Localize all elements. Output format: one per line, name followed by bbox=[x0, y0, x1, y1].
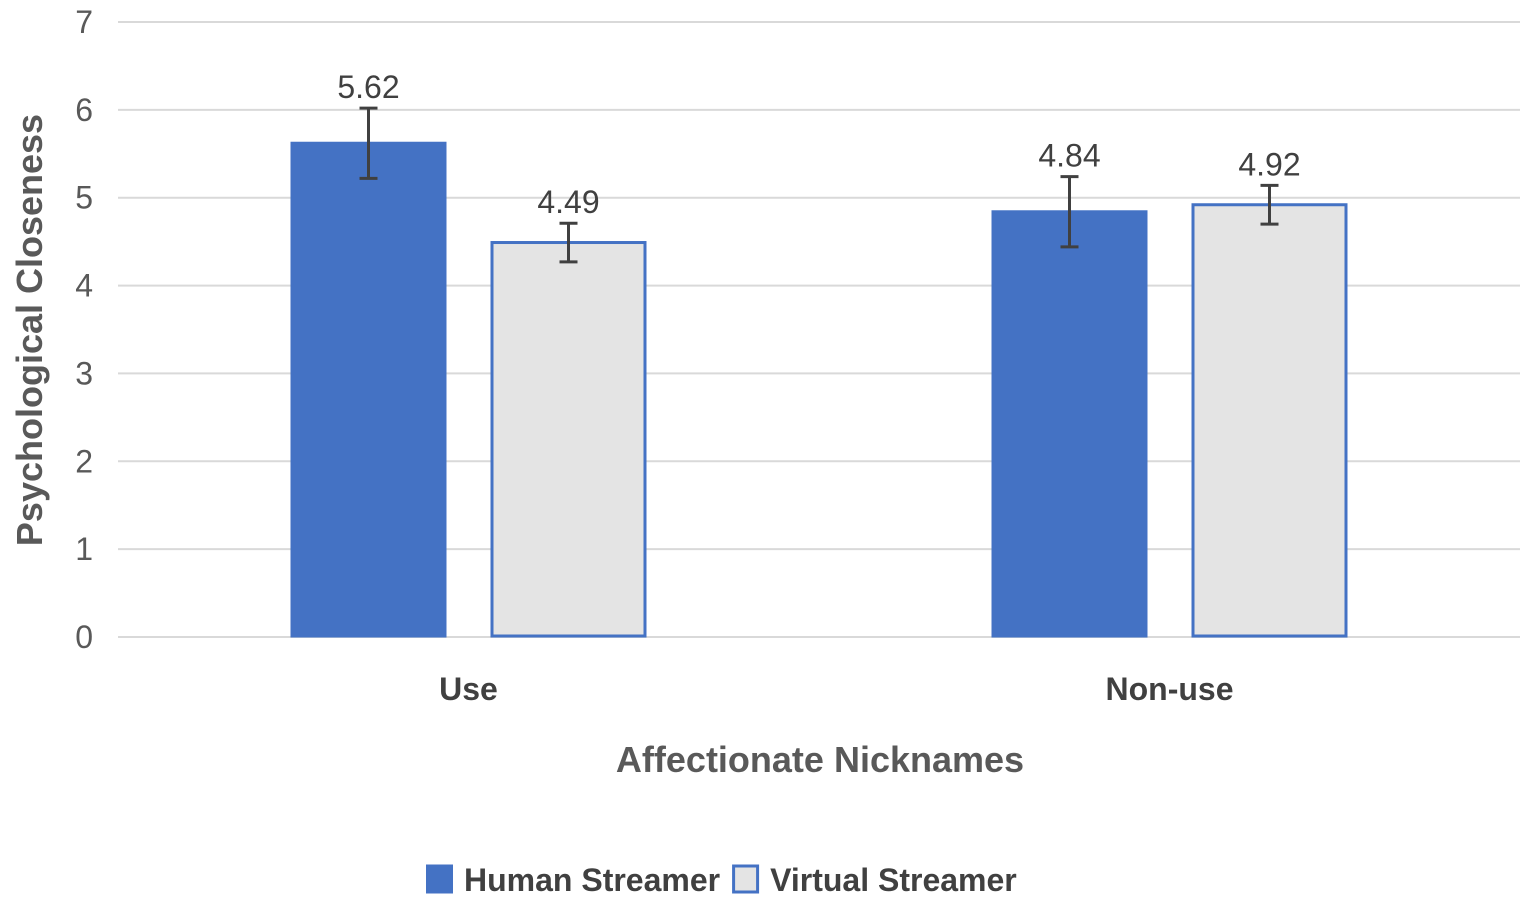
bar-human-non-use bbox=[991, 210, 1148, 638]
data-label: 4.84 bbox=[1038, 138, 1100, 174]
bars bbox=[290, 141, 1348, 638]
x-category-label: Non-use bbox=[1106, 671, 1234, 707]
error-bar bbox=[1060, 175, 1079, 249]
y-tick-label: 2 bbox=[75, 443, 93, 479]
x-category-label: Use bbox=[439, 671, 498, 707]
bar-virtual-use bbox=[490, 241, 647, 638]
legend-label: Human Streamer bbox=[464, 862, 720, 898]
legend-swatch bbox=[732, 864, 760, 894]
y-tick-label: 6 bbox=[75, 92, 93, 128]
data-labels: 5.62 4.49 4.84 4.92 bbox=[337, 69, 1300, 220]
y-tick-label: 4 bbox=[75, 268, 93, 304]
y-tick-label: 7 bbox=[75, 4, 93, 40]
y-tick-label: 0 bbox=[75, 619, 93, 655]
data-label: 4.49 bbox=[537, 184, 599, 220]
y-tick-label: 3 bbox=[75, 355, 93, 391]
legend-item-virtual: Virtual Streamer bbox=[732, 862, 1017, 898]
legend-item-human: Human Streamer bbox=[426, 862, 720, 898]
y-axis-title: Psychological Closeness bbox=[9, 114, 50, 546]
data-label: 5.62 bbox=[337, 69, 399, 105]
legend-label: Virtual Streamer bbox=[770, 862, 1017, 898]
error-bar bbox=[559, 221, 578, 264]
legend-swatch bbox=[426, 864, 453, 894]
error-bar bbox=[1260, 183, 1279, 226]
y-tick-label: 1 bbox=[75, 531, 93, 567]
legend: Human Streamer Virtual Streamer bbox=[426, 862, 1017, 898]
x-axis-title: Affectionate Nicknames bbox=[616, 739, 1024, 780]
x-axis-categories: Use Non-use bbox=[439, 671, 1233, 707]
error-bars bbox=[359, 106, 1279, 264]
y-axis-ticks: 0 1 2 3 4 5 6 7 bbox=[75, 4, 93, 655]
error-bar bbox=[359, 106, 378, 180]
data-label: 4.92 bbox=[1238, 146, 1300, 182]
bar-human-use bbox=[290, 141, 447, 638]
y-tick-label: 5 bbox=[75, 180, 93, 216]
bar-virtual-non-use bbox=[1191, 203, 1348, 638]
